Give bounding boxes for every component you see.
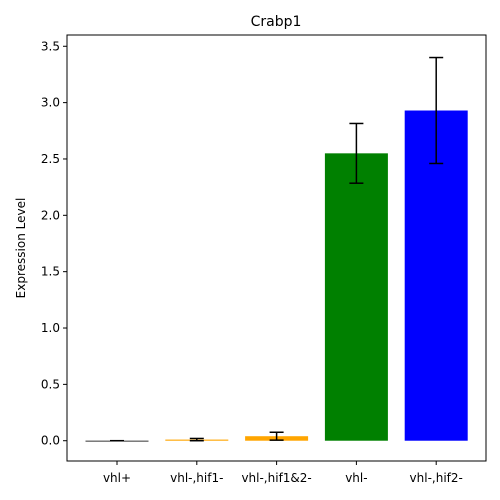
x-tick-label: vhl- — [345, 471, 367, 485]
x-tick-label: vhl-,hif1&2- — [241, 471, 311, 485]
x-tick-label: vhl-,hif2- — [410, 471, 463, 485]
y-tick-label: 2.0 — [41, 208, 60, 222]
y-tick-label: 2.5 — [41, 152, 60, 166]
plot-area: 0.0 0.5 1.0 1.5 2.0 2.5 3.0 3.5 vhl+ vhl-,hif1- vh… — [41, 39, 468, 485]
bar — [324, 153, 388, 441]
x-tick-label: vhl+ — [103, 471, 131, 485]
y-tick-label: 0.5 — [41, 377, 60, 391]
y-tick-label: 3.0 — [41, 96, 60, 110]
chart-title: Crabp1 — [251, 14, 302, 30]
x-tick-label: vhl-,hif1- — [170, 471, 223, 485]
plot-frame — [66, 34, 487, 462]
y-tick-label: 1.5 — [41, 265, 60, 279]
y-tick-label: 3.5 — [41, 39, 60, 53]
y-axis-label: Expression Level — [14, 198, 28, 299]
y-tick-label: 1.0 — [41, 321, 60, 335]
bar — [404, 110, 468, 441]
y-tick-label: 0.0 — [41, 434, 60, 448]
